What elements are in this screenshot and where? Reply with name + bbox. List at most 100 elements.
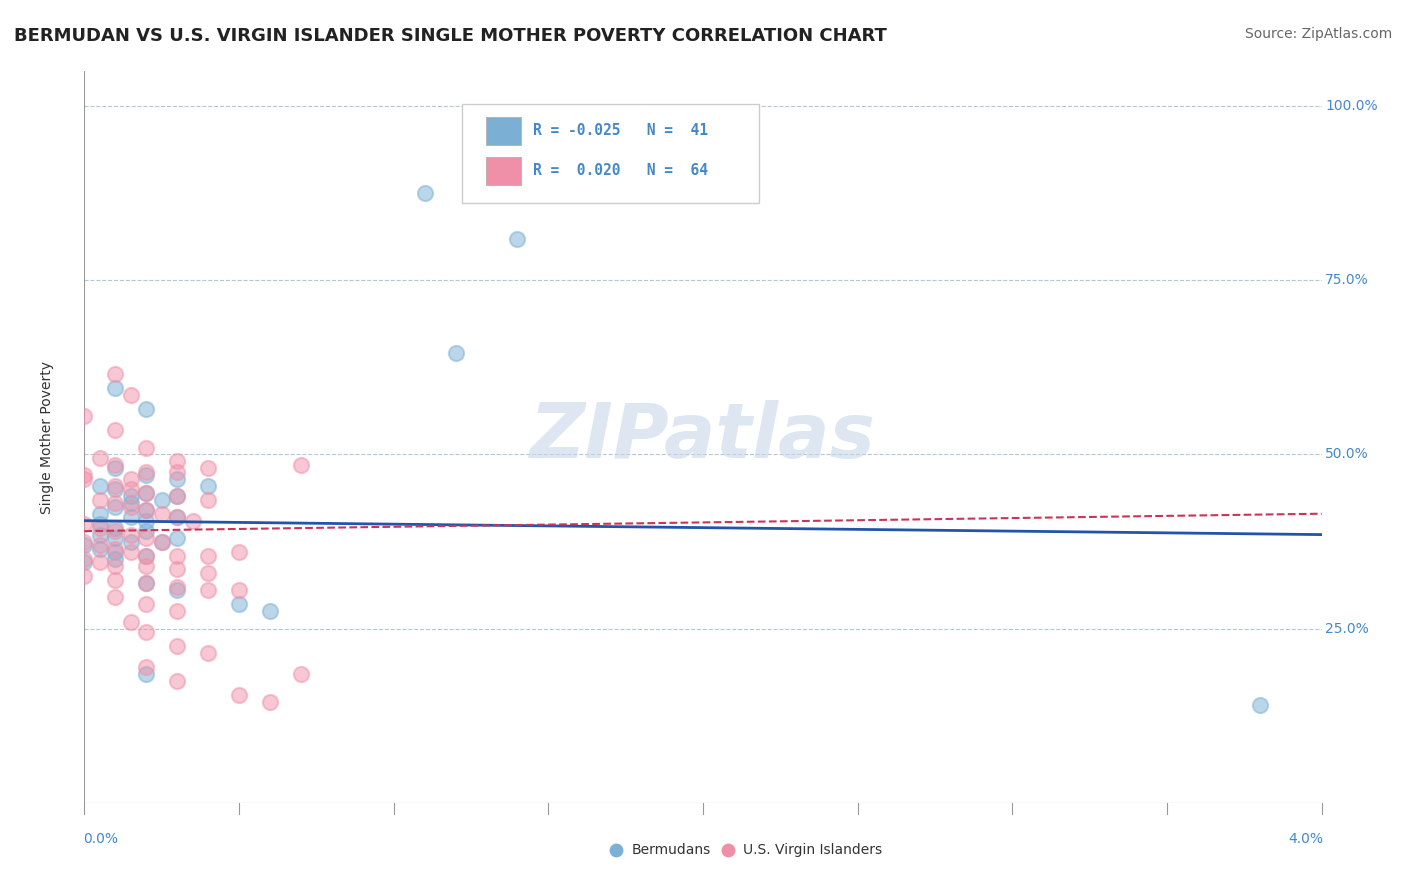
Point [166, 472, 188, 486]
Point [89, 541, 111, 556]
Point [166, 531, 188, 545]
Point [506, 231, 529, 245]
Point [104, 552, 127, 566]
Point [166, 465, 188, 479]
Point [197, 492, 219, 507]
Point [73, 569, 96, 583]
Point [181, 514, 204, 528]
Point [89, 507, 111, 521]
Point [73, 552, 96, 566]
Point [166, 673, 188, 688]
Point [104, 458, 127, 472]
Point [135, 531, 157, 545]
FancyBboxPatch shape [461, 104, 759, 203]
Text: Single Mother Poverty: Single Mother Poverty [41, 360, 55, 514]
Point [104, 541, 127, 556]
Point [73, 472, 96, 486]
Point [89, 479, 111, 493]
Point [104, 461, 127, 475]
Point [89, 556, 111, 570]
Point [135, 558, 157, 573]
Point [135, 549, 157, 563]
Point [104, 423, 127, 437]
Point [73, 538, 96, 552]
Point [120, 510, 142, 524]
Point [228, 545, 250, 559]
Point [135, 503, 157, 517]
Point [444, 346, 467, 360]
Point [166, 489, 188, 503]
Point [166, 510, 188, 524]
Point [120, 388, 142, 402]
Point [120, 545, 142, 559]
Point [166, 604, 188, 618]
Point [104, 573, 127, 587]
Bar [486, 117, 522, 145]
Point [120, 534, 142, 549]
Point [89, 492, 111, 507]
Point [89, 527, 111, 541]
Text: Bermudans: Bermudans [631, 843, 710, 857]
Point [150, 507, 173, 521]
Point [73, 409, 96, 424]
Text: ZIPatlas: ZIPatlas [530, 401, 876, 474]
Point [89, 517, 111, 532]
Text: Source: ZipAtlas.com: Source: ZipAtlas.com [1244, 27, 1392, 41]
Point [197, 583, 219, 598]
Point [166, 583, 188, 598]
Point [135, 503, 157, 517]
Text: U.S. Virgin Islanders: U.S. Virgin Islanders [742, 843, 882, 857]
Point [166, 454, 188, 468]
Point [197, 549, 219, 563]
Point [135, 465, 157, 479]
Point [104, 381, 127, 395]
Point [228, 688, 250, 702]
Point [135, 660, 157, 674]
Point [150, 492, 173, 507]
Point [135, 514, 157, 528]
Point [228, 597, 250, 611]
Point [197, 461, 219, 475]
Point [89, 450, 111, 465]
Point [259, 604, 281, 618]
Point [104, 483, 127, 497]
Point [73, 556, 96, 570]
Text: 4.0%: 4.0% [1288, 832, 1323, 846]
Point [104, 531, 127, 545]
Text: R = -0.025   N =  41: R = -0.025 N = 41 [533, 123, 709, 138]
Point [1249, 698, 1271, 713]
Text: 0.0%: 0.0% [83, 832, 118, 846]
Text: 100.0%: 100.0% [1326, 99, 1378, 113]
Point [73, 534, 96, 549]
Point [104, 496, 127, 510]
Point [166, 639, 188, 653]
Point [89, 521, 111, 535]
Point [166, 580, 188, 594]
Point [197, 479, 219, 493]
Point [120, 472, 142, 486]
Point [104, 591, 127, 605]
Text: BERMUDAN VS U.S. VIRGIN ISLANDER SINGLE MOTHER POVERTY CORRELATION CHART: BERMUDAN VS U.S. VIRGIN ISLANDER SINGLE … [14, 27, 887, 45]
Point [135, 402, 157, 417]
Point [135, 468, 157, 483]
Point [150, 534, 173, 549]
Text: 25.0%: 25.0% [1326, 622, 1369, 636]
Point [135, 625, 157, 640]
Point [166, 562, 188, 576]
Point [166, 489, 188, 503]
Point [120, 527, 142, 541]
Point [73, 517, 96, 532]
Point [120, 489, 142, 503]
Point [259, 695, 281, 709]
Point [104, 545, 127, 559]
Point [104, 500, 127, 514]
Point [104, 479, 127, 493]
Point [150, 534, 173, 549]
Point [166, 549, 188, 563]
Point [104, 524, 127, 538]
Bar [486, 157, 522, 185]
Point [120, 496, 142, 510]
Point [135, 485, 157, 500]
Point [104, 521, 127, 535]
Point [104, 368, 127, 382]
